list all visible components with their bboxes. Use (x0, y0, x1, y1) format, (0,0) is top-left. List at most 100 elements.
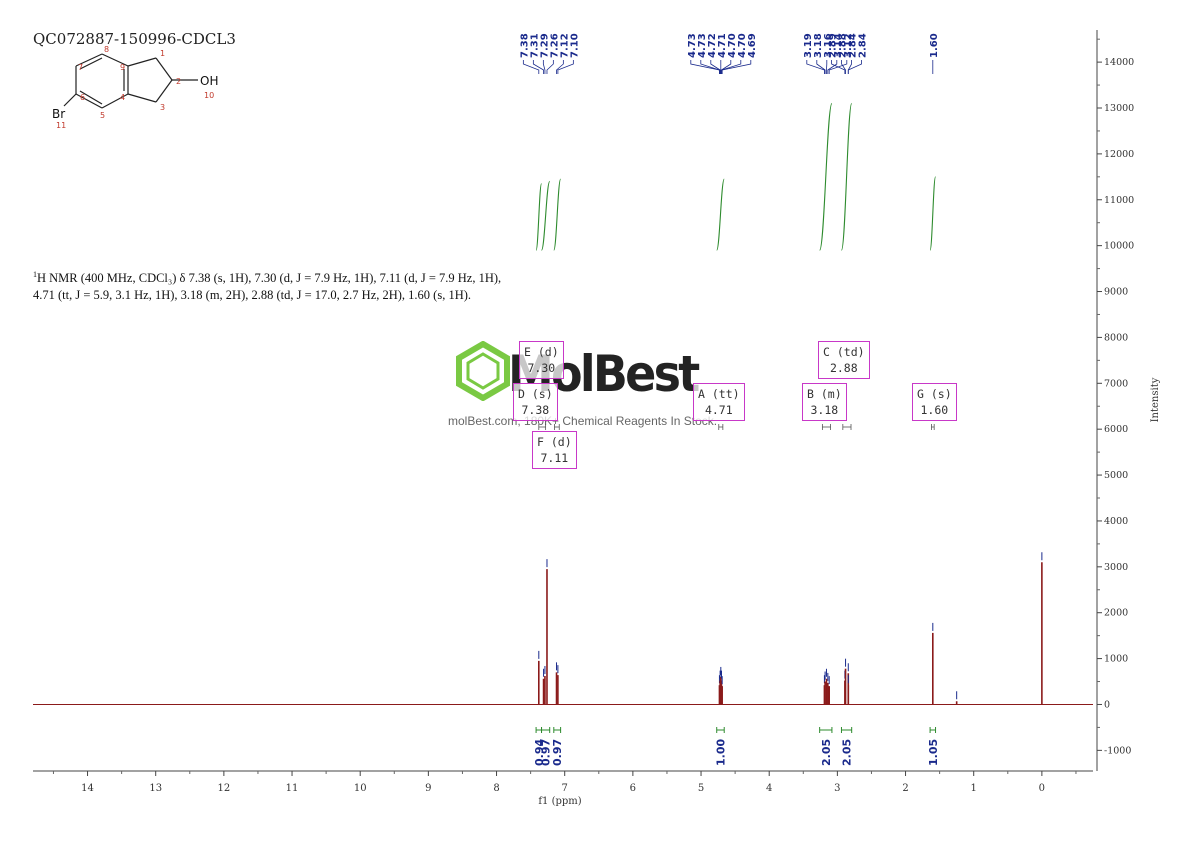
molecule-bonds (63, 53, 198, 109)
peak-label-leader (806, 60, 825, 74)
peak-label-leader (816, 60, 826, 74)
multiplet-letter-mult: F (d) (537, 435, 572, 449)
x-tick-label: 8 (493, 783, 499, 794)
integral-curve (819, 102, 833, 251)
multiplet-box-g: G (s) 1.60 (912, 383, 957, 421)
peak-label: 4.70 (727, 33, 738, 58)
y-tick-label: 11000 (1104, 195, 1134, 206)
integral-curves (535, 102, 937, 251)
y-axis-label: Intensity (1150, 377, 1161, 422)
y-tick-label: -1000 (1104, 745, 1131, 756)
y-tick-label: 5000 (1104, 470, 1128, 481)
watermark-tagline: molBest.com, 180K+ Chemical Reagents In … (448, 414, 718, 428)
integral-curve (535, 183, 543, 251)
x-tick-label: 13 (149, 783, 162, 794)
spectrum-trace (33, 552, 1093, 705)
molecule-atom-numbers: 1 2 3 4 5 6 7 8 9 10 11 (56, 45, 214, 130)
x-tick-label: 5 (698, 783, 704, 794)
y-tick-label: 1000 (1104, 654, 1128, 665)
peak-label: 7.12 (559, 33, 570, 58)
x-tick-label: 0 (1039, 783, 1045, 794)
peak-label-leader (542, 60, 546, 74)
peak-label-leader (556, 60, 564, 74)
y-tick-label: 7000 (1104, 378, 1128, 389)
atom-number-label: 10 (204, 91, 214, 100)
sample-id-title: QC072887-150996-CDCL3 (33, 30, 236, 48)
integral-value-label: 2.05 (841, 739, 854, 766)
multiplet-shift: 7.11 (540, 451, 569, 465)
peak-label: 7.29 (539, 33, 550, 58)
peak-label-leader (831, 60, 846, 74)
multiplet-box-b: B (m) 3.18 (802, 383, 847, 421)
atom-number-label: 1 (160, 49, 165, 58)
peak-label: 3.16 (823, 33, 834, 58)
atom-number-label: 8 (104, 45, 109, 54)
peak-labels: 7.38 7.31 7.29 7.26 7.12 7.10 4.73 4.73 4.72 4.71… (519, 33, 940, 74)
atom-number-label: 3 (160, 103, 165, 112)
integral-value-label: 0.97 (551, 739, 564, 766)
integral-value-label: 0.97 (540, 739, 553, 766)
multiplet-box-c: C (td) 2.88 (818, 341, 870, 379)
molecule-structure: 1 2 3 4 5 6 7 8 9 10 11 OH Br (52, 45, 218, 130)
peak-label: 2.84 (858, 33, 869, 58)
peak-label-leader (522, 60, 540, 74)
integral-value-label: 1.05 (927, 739, 940, 766)
peak-label-leader (700, 60, 720, 74)
atom-number-label: 2 (176, 77, 181, 86)
integral-value-label: 1.00 (714, 739, 727, 766)
nmr-description: 1H NMR (400 MHz, CDCl₃) δ 7.38 (s, 1H), … (33, 266, 503, 304)
multiplet-letter-mult: D (s) (518, 387, 553, 401)
atom-number-label: 5 (100, 111, 105, 120)
peak-label: 2.88 (838, 33, 849, 58)
peak-label: 4.71 (717, 33, 728, 58)
multiplet-box-e: E (d) 7.30 (519, 341, 564, 379)
multiplet-letter-mult: B (m) (807, 387, 842, 401)
integral-curve (929, 176, 937, 251)
x-tick-label: 12 (218, 783, 231, 794)
peak-label-leader (710, 60, 721, 74)
y-tick-label: 12000 (1104, 149, 1134, 160)
y-tick-label: 6000 (1104, 424, 1128, 435)
peak-label: 4.73 (687, 33, 698, 58)
peak-label: 7.26 (549, 33, 560, 58)
y-tick-label: 2000 (1104, 608, 1128, 619)
y-tick-label: 8000 (1104, 332, 1128, 343)
x-tick-label: 6 (630, 783, 636, 794)
peak-label: 3.18 (813, 33, 824, 58)
multiplet-letter-mult: G (s) (917, 387, 952, 401)
y-tick-label: 0 (1104, 699, 1110, 710)
y-tick-label: 3000 (1104, 562, 1128, 573)
peak-label: 3.14 (833, 33, 844, 58)
peak-label-leader (721, 60, 742, 74)
multiplet-shift: 4.71 (704, 403, 733, 417)
peak-label: 1.60 (929, 33, 940, 58)
integral-curve (553, 178, 562, 251)
peak-label-leader (532, 60, 544, 74)
peak-label: 3.12 (843, 33, 854, 58)
y-tick-label: 4000 (1104, 516, 1128, 527)
y-tick-label: 14000 (1104, 57, 1134, 68)
peak-label: 4.73 (697, 33, 708, 58)
peak-label: 4.72 (707, 33, 718, 58)
peak-label: 7.31 (529, 33, 540, 58)
x-axis-label: f1 (ppm) (538, 796, 581, 807)
multiplet-shift: 3.18 (810, 403, 839, 417)
atom-number-label: 11 (56, 121, 66, 130)
x-tick-label: 14 (81, 783, 94, 794)
multiplet-shift: 7.38 (521, 403, 550, 417)
watermark-logo-icon (456, 341, 510, 401)
chart-axes: 14 13 12 11 10 9 8 7 6 5 4 3 2 1 0-1000010002000300040… (33, 30, 1134, 794)
bromine-label: Br (52, 107, 65, 121)
integral-curve (840, 102, 853, 251)
multiplet-box-d: D (s) 7.38 (513, 383, 558, 421)
y-tick-label: 13000 (1104, 103, 1134, 114)
atom-number-label: 9 (120, 63, 125, 72)
x-tick-label: 1 (971, 783, 977, 794)
x-tick-label: 10 (354, 783, 367, 794)
integral-curve (716, 178, 725, 251)
peak-label-leader (721, 60, 732, 74)
peak-label-leader (557, 60, 574, 74)
x-tick-label: 2 (902, 783, 908, 794)
peak-label-leader (546, 60, 554, 74)
nucleus-superscript: 1 (33, 270, 37, 279)
